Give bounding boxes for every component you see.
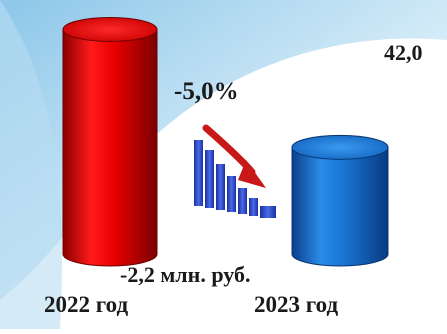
data-label-2023: 42,0 bbox=[384, 40, 423, 65]
bar-2023 bbox=[291, 134, 389, 267]
change-absolute-annotation: -2,2 млн. руб. bbox=[120, 262, 251, 287]
bars-group bbox=[62, 16, 389, 267]
tick-label-2023: 2023 год bbox=[254, 292, 339, 317]
curved-down-arrow-icon bbox=[202, 124, 266, 188]
bar-body bbox=[62, 28, 158, 267]
bar-body bbox=[291, 146, 389, 267]
change-percent-annotation: -5,0% bbox=[174, 78, 239, 105]
tick-label-2022: 2022 год bbox=[44, 292, 129, 317]
declining-bars-icon bbox=[194, 140, 276, 218]
bar-top bbox=[291, 134, 389, 160]
bar-2022 bbox=[62, 16, 158, 267]
bar-top bbox=[62, 16, 158, 42]
